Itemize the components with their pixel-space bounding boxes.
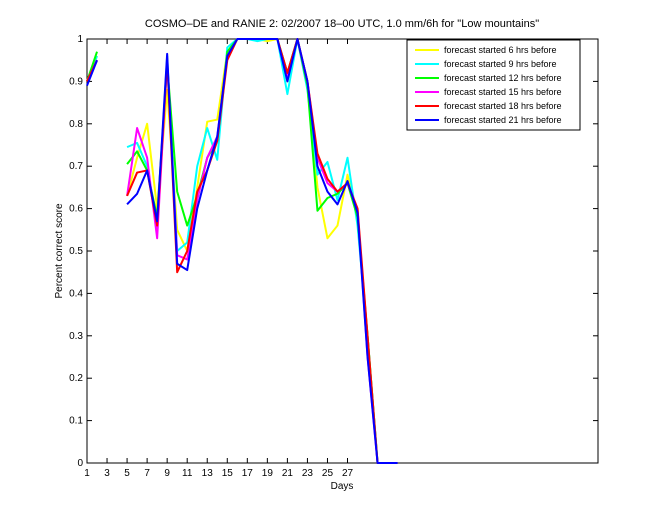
y-tick-label: 0.7 [69, 161, 83, 172]
series-line [86, 59, 98, 87]
x-tick-label: 23 [302, 468, 314, 479]
y-tick-label: 1 [77, 34, 83, 45]
legend-label: forecast started 18 hrs before [444, 101, 562, 111]
y-tick-label: 0.5 [69, 246, 83, 257]
y-axis-label: Percent correct score [54, 203, 65, 298]
x-tick-label: 5 [124, 468, 130, 479]
x-tick-label: 19 [262, 468, 274, 479]
x-tick-label: 27 [342, 468, 354, 479]
x-tick-label: 25 [322, 468, 334, 479]
legend-label: forecast started 6 hrs before [444, 45, 557, 55]
x-tick-label: 11 [182, 468, 193, 479]
x-tick-label: 9 [164, 468, 170, 479]
x-tick-label: 7 [144, 468, 150, 479]
x-tick-label: 13 [202, 468, 214, 479]
y-tick-label: 0.2 [69, 373, 83, 384]
legend-label: forecast started 9 hrs before [444, 59, 557, 69]
x-tick-label: 3 [104, 468, 110, 479]
y-tick-label: 0 [77, 458, 83, 469]
legend-label: forecast started 21 hrs before [444, 115, 562, 125]
y-tick-label: 0.3 [69, 331, 83, 342]
x-axis-label: Days [331, 481, 354, 492]
chart-title: COSMO–DE and RANIE 2: 02/2007 18–00 UTC,… [145, 18, 539, 30]
series-line [126, 38, 398, 464]
y-tick-label: 0.9 [69, 76, 83, 87]
y-tick-label: 0.8 [69, 119, 83, 130]
x-tick-label: 15 [222, 468, 234, 479]
legend-box [406, 39, 581, 131]
y-tick-label: 0.1 [69, 416, 83, 427]
legend-label: forecast started 12 hrs before [444, 73, 562, 83]
y-tick-label: 0.4 [69, 288, 83, 299]
x-tick-label: 1 [84, 468, 90, 479]
x-tick-label: 17 [242, 468, 254, 479]
legend-label: forecast started 15 hrs before [444, 87, 562, 97]
y-tick-label: 0.6 [69, 204, 83, 215]
x-tick-label: 21 [282, 468, 294, 479]
